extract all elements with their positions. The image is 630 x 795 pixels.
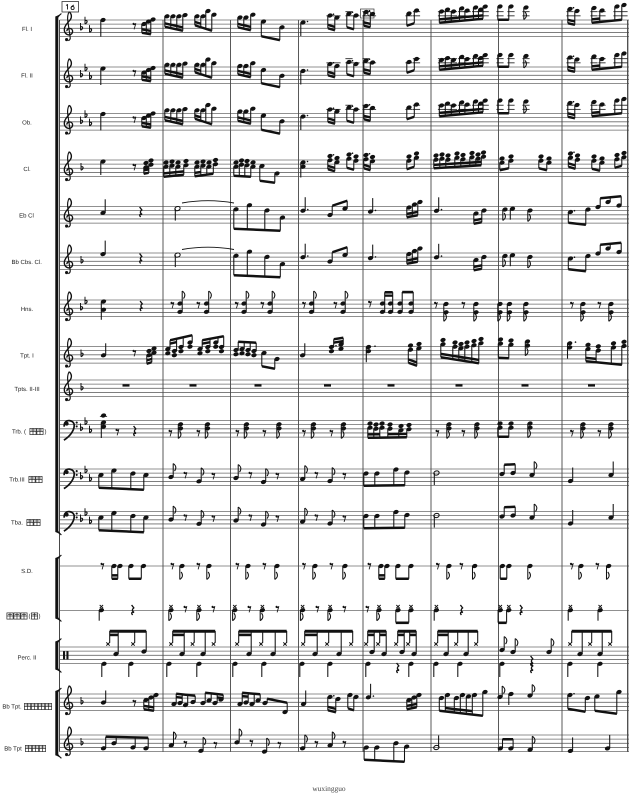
svg-text:Bb Cbs. Cl.: Bb Cbs. Cl. — [12, 259, 43, 266]
svg-text:Trb.III: Trb.III — [9, 477, 25, 484]
svg-text:Hns.: Hns. — [21, 306, 34, 313]
svg-text:Perc. II: Perc. II — [17, 655, 36, 662]
svg-text:Tpts. II-III: Tpts. II-III — [14, 386, 40, 393]
svg-text:Eb Cl: Eb Cl — [19, 212, 34, 219]
svg-text:Bb Tpt.: Bb Tpt. — [2, 704, 22, 711]
svg-text:Ob.: Ob. — [22, 119, 32, 126]
svg-text:Tpt. I: Tpt. I — [20, 352, 34, 359]
svg-text:S.D.: S.D. — [21, 568, 33, 575]
svg-text:wuxingguo: wuxingguo — [312, 784, 346, 793]
svg-text:): ) — [45, 429, 47, 436]
svg-text:(: ( — [29, 613, 31, 620]
svg-text:Tba.: Tba. — [11, 520, 23, 527]
svg-text:Bb Tpt: Bb Tpt — [4, 746, 22, 753]
svg-text:Cl.: Cl. — [23, 166, 31, 173]
svg-text:Fl. I: Fl. I — [22, 26, 32, 33]
svg-text:Trb. (: Trb. ( — [12, 429, 26, 436]
svg-text:Fl. II: Fl. II — [21, 73, 33, 80]
svg-text:): ) — [39, 613, 41, 620]
